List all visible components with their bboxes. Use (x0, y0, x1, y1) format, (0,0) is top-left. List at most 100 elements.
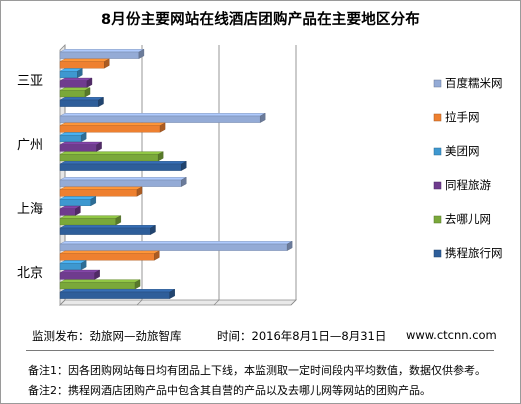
bar-top (59, 77, 93, 82)
bar (59, 115, 261, 123)
gridline-floor-tick (59, 299, 66, 306)
bar-end (90, 196, 97, 207)
bar (59, 90, 86, 98)
legend-swatch (433, 181, 442, 190)
gridline-floor-tick (290, 299, 297, 306)
bar (59, 291, 170, 299)
legend-label: 同程旅游 (445, 178, 491, 192)
legend-label: 去哪儿网 (445, 212, 491, 226)
plot-walls (59, 44, 297, 306)
category-label: 北京 (17, 266, 43, 281)
bar (59, 99, 99, 107)
bar-end (98, 96, 104, 107)
source-label: 监测发布：劲旅网—劲旅智库 (32, 329, 182, 343)
bar (59, 218, 117, 226)
bar-top (59, 97, 104, 101)
legend-swatch (433, 113, 442, 122)
bar-top (59, 186, 143, 190)
bar-end (86, 77, 93, 88)
bar-end (138, 48, 145, 59)
bar-end (157, 151, 164, 162)
bar (59, 208, 76, 216)
legend-swatch (433, 249, 442, 258)
bar-end (134, 279, 141, 290)
bar (59, 163, 182, 171)
bar (59, 125, 161, 133)
bar-end (96, 141, 102, 152)
bar (59, 80, 88, 88)
bar-top (59, 113, 266, 117)
bar-top (59, 289, 175, 293)
note-2: 备注2：携程网酒店团购产品中包含其自营的产品以及去哪儿网等网站的团购产品。 (28, 384, 431, 397)
bar (59, 189, 138, 197)
bar-end (154, 250, 160, 261)
bar (59, 134, 82, 142)
plot-back-wall (60, 45, 296, 305)
bar-top (59, 215, 121, 219)
bar-top (59, 241, 293, 245)
bar (59, 51, 140, 59)
bar-end (181, 160, 187, 171)
bar-end (260, 112, 266, 123)
bar-top (59, 269, 100, 273)
gridline-floor-tick (136, 299, 143, 306)
bar-end (181, 176, 187, 187)
site-label: www.ctcnn.com (406, 328, 497, 342)
note-1: 备注1：因各团购网站每日均有团品上下线，本监测取一定时间段内平均数值，数据仅供参… (28, 364, 486, 377)
bars (59, 48, 293, 299)
bar-top (59, 58, 110, 62)
bar-top (59, 141, 102, 146)
bar-end (115, 215, 122, 226)
bar (59, 243, 288, 251)
time-range-label: 时间：2016年8月1日—8月31日 (217, 329, 387, 343)
bar-top (59, 196, 96, 200)
bar (59, 179, 182, 187)
bar-top (59, 177, 187, 181)
legend-label: 百度糯米网 (445, 76, 503, 90)
bar-top (59, 161, 187, 165)
bar (59, 253, 155, 261)
bar-end (104, 58, 110, 69)
bar-top (59, 151, 164, 155)
bar (59, 263, 82, 271)
bar-end (286, 240, 293, 251)
bar (59, 198, 91, 206)
bar (59, 272, 95, 280)
footer-divider (26, 350, 494, 351)
bar (59, 144, 97, 152)
bar (59, 61, 105, 69)
bar-end (159, 122, 166, 133)
legend-label: 携程旅行网 (445, 246, 503, 260)
bar-top (59, 250, 160, 254)
plot-floor (59, 299, 297, 306)
bar-end (80, 260, 87, 271)
bar (59, 154, 159, 162)
bar-top (59, 279, 141, 283)
bar (59, 227, 151, 235)
bar-top (59, 225, 156, 229)
bar-end (75, 205, 81, 216)
bar (59, 70, 78, 78)
bar-end (80, 132, 87, 143)
category-label: 广州 (17, 138, 43, 153)
category-label: 三亚 (17, 74, 43, 89)
chart-title: 8月份主要网站在线酒店团购产品在主要地区分布 (101, 12, 420, 28)
legend-swatch (433, 147, 442, 156)
bar (59, 282, 136, 290)
category-label: 上海 (17, 202, 43, 217)
bar-end (169, 288, 175, 299)
bar-top (59, 122, 166, 126)
bar-end (136, 186, 143, 197)
legend-swatch (433, 79, 442, 88)
bar-end (77, 68, 83, 79)
bar-top (59, 49, 145, 53)
legend-label: 拉手网 (445, 110, 480, 124)
bar-end (84, 87, 91, 98)
legend-swatch (433, 215, 442, 224)
gridline-floor-tick (213, 299, 220, 306)
legend-label: 美团网 (445, 144, 480, 158)
bar-end (150, 224, 156, 235)
